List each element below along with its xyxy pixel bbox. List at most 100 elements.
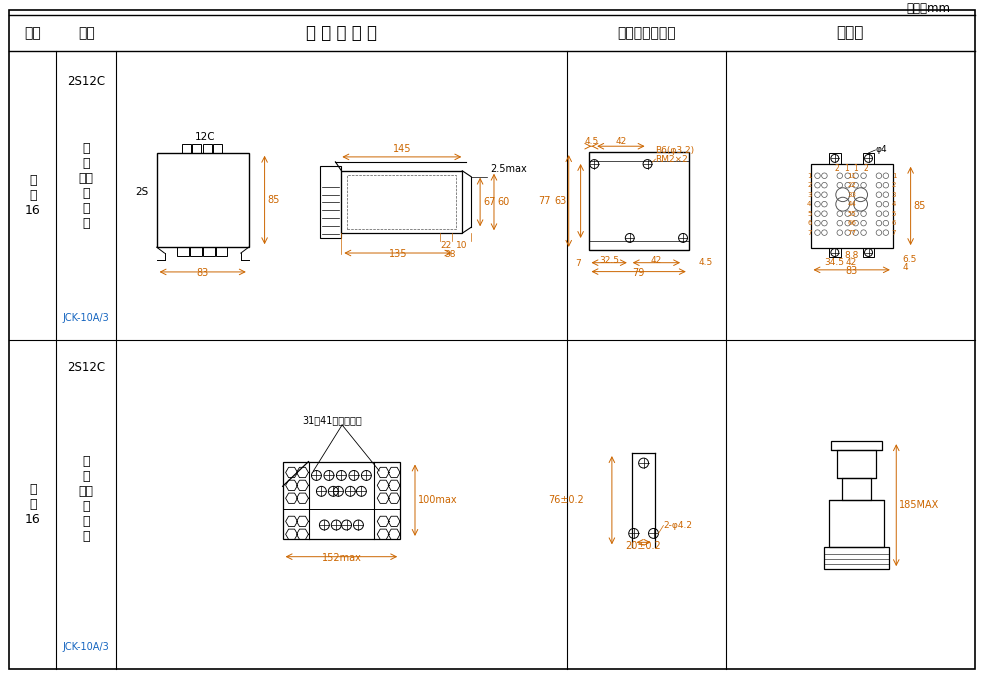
- Text: φ4: φ4: [876, 146, 887, 155]
- Text: B6(φ3.2): B6(φ3.2): [655, 146, 695, 155]
- Bar: [811, 164, 892, 248]
- Text: 152max: 152max: [322, 553, 361, 563]
- Bar: [824, 547, 890, 569]
- Bar: [203, 247, 215, 256]
- Bar: [829, 500, 885, 547]
- Text: 42: 42: [615, 137, 627, 146]
- Text: 34.5: 34.5: [825, 259, 844, 267]
- Text: 20±0.2: 20±0.2: [626, 541, 661, 551]
- Text: 5: 5: [807, 211, 812, 217]
- Text: 6: 6: [892, 220, 896, 226]
- Text: 31、41为电流端子: 31、41为电流端子: [302, 415, 362, 425]
- Text: 66: 66: [847, 220, 856, 226]
- Text: 32.5: 32.5: [599, 256, 619, 265]
- Text: 4: 4: [807, 201, 812, 207]
- Text: 1: 1: [844, 164, 849, 173]
- Text: 145: 145: [393, 144, 411, 154]
- Text: 67: 67: [483, 197, 496, 207]
- Text: 42: 42: [650, 256, 662, 265]
- Bar: [215, 247, 227, 256]
- Bar: [320, 166, 341, 238]
- Bar: [829, 153, 840, 164]
- Text: 6.5: 6.5: [902, 255, 917, 265]
- Text: 单位：mm: 单位：mm: [906, 2, 951, 16]
- Text: 2S: 2S: [136, 187, 149, 197]
- Text: 4: 4: [892, 201, 896, 207]
- Bar: [341, 171, 462, 233]
- Text: 12C: 12C: [195, 132, 215, 142]
- Text: 8.8: 8.8: [844, 252, 859, 261]
- Text: 结构: 结构: [78, 26, 94, 40]
- Text: 83: 83: [197, 268, 209, 278]
- Text: 4.5: 4.5: [699, 259, 712, 267]
- Text: 10: 10: [456, 240, 467, 250]
- Text: 85: 85: [913, 201, 926, 211]
- Text: RM2×2: RM2×2: [655, 155, 688, 163]
- Bar: [863, 153, 875, 164]
- Bar: [829, 248, 840, 257]
- Text: 6: 6: [807, 220, 812, 226]
- Bar: [836, 450, 877, 478]
- Text: 22: 22: [441, 240, 452, 250]
- Text: 凸
出
式板
前
接
线: 凸 出 式板 前 接 线: [79, 455, 93, 543]
- Text: 附
图
16: 附 图 16: [25, 174, 40, 217]
- Bar: [841, 478, 872, 500]
- Text: 1: 1: [807, 173, 812, 179]
- Text: 2S12C: 2S12C: [67, 75, 105, 88]
- Text: 附
图
16: 附 图 16: [25, 483, 40, 526]
- Text: 63: 63: [555, 196, 567, 206]
- Text: 79: 79: [633, 267, 645, 277]
- Text: 凸
出
式板
后
接
线: 凸 出 式板 后 接 线: [79, 142, 93, 230]
- Text: 55: 55: [847, 211, 856, 217]
- Bar: [182, 144, 191, 153]
- Bar: [830, 441, 883, 450]
- Text: 图号: 图号: [25, 26, 41, 40]
- Text: 7: 7: [807, 230, 812, 236]
- Text: 7: 7: [575, 259, 581, 268]
- Text: 100max: 100max: [418, 495, 458, 505]
- Text: 1: 1: [853, 164, 858, 173]
- Text: 2: 2: [892, 182, 896, 188]
- Text: 42: 42: [846, 259, 857, 267]
- Bar: [190, 247, 202, 256]
- Text: 11: 11: [847, 173, 856, 179]
- Bar: [192, 144, 201, 153]
- Text: 2: 2: [834, 164, 839, 173]
- Bar: [347, 175, 457, 230]
- Text: 4.5: 4.5: [584, 137, 598, 146]
- Bar: [214, 144, 222, 153]
- Text: 5: 5: [892, 211, 896, 217]
- Bar: [177, 247, 189, 256]
- Text: 3: 3: [892, 192, 896, 198]
- Text: JCK-10A/3: JCK-10A/3: [63, 642, 109, 652]
- Text: 2S12C: 2S12C: [67, 361, 105, 374]
- Text: 安装开孔尺寸图: 安装开孔尺寸图: [617, 26, 676, 40]
- Bar: [203, 144, 213, 153]
- Text: 2.5max: 2.5max: [490, 164, 526, 173]
- Text: 22: 22: [847, 182, 856, 188]
- Text: 185MAX: 185MAX: [899, 500, 940, 510]
- Text: 76±0.2: 76±0.2: [548, 495, 584, 505]
- Text: 4: 4: [902, 263, 908, 273]
- Text: 135: 135: [389, 249, 407, 259]
- Text: 77: 77: [538, 196, 551, 206]
- Text: 3: 3: [807, 192, 812, 198]
- Text: 38: 38: [445, 250, 457, 259]
- Text: 2-φ4.2: 2-φ4.2: [663, 521, 693, 530]
- Text: JCK-10A/3: JCK-10A/3: [63, 313, 109, 323]
- Text: 1: 1: [892, 173, 896, 179]
- Text: 44: 44: [847, 201, 856, 207]
- Text: 85: 85: [268, 195, 279, 205]
- Text: 2: 2: [863, 164, 868, 173]
- Bar: [588, 152, 689, 250]
- Text: 60: 60: [497, 197, 509, 207]
- Text: 2: 2: [807, 182, 812, 188]
- Text: 77: 77: [847, 230, 856, 236]
- Text: 33: 33: [847, 192, 856, 198]
- Bar: [282, 462, 400, 539]
- Text: 83: 83: [845, 266, 858, 276]
- Text: 端子图: 端子图: [836, 26, 864, 40]
- Bar: [863, 248, 875, 257]
- Text: 外 形 尺 寸 图: 外 形 尺 寸 图: [306, 24, 378, 42]
- Bar: [156, 153, 249, 247]
